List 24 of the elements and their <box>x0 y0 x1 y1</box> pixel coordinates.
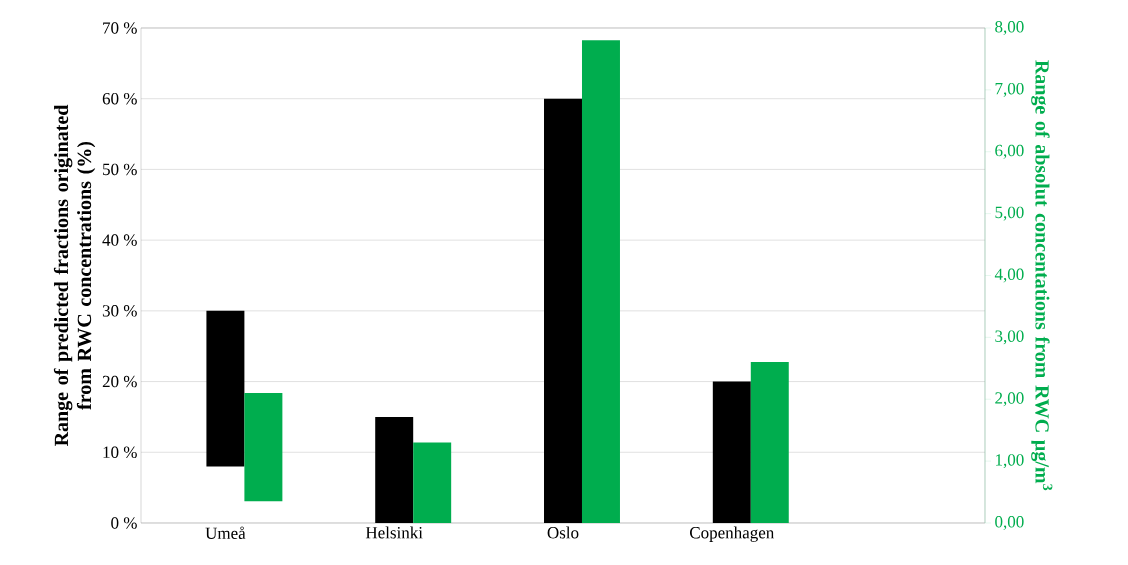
y2-tick-label: 8,00 <box>995 21 1024 35</box>
y-tick-label: 30 % <box>102 305 137 317</box>
x-tick-label: Umeå <box>205 526 246 539</box>
y2-axis-title: Range of absolut concentations from RWC µg/m$^{3}$ <box>1031 60 1053 491</box>
y2-tick-label: 5,00 <box>995 206 1024 221</box>
y2-tick-label: 3,00 <box>995 330 1024 345</box>
x-tick-label: Oslo <box>547 526 579 539</box>
x-tick-label: Copenhagen <box>690 526 775 542</box>
x-tick-label: Helsinki <box>365 526 423 539</box>
y2-tick-label: 1,00 <box>996 454 1024 469</box>
y-tick-label: 40 % <box>102 234 137 246</box>
y-tick-label: 10 % <box>103 446 137 459</box>
y2-tick-label: 4,00 <box>994 268 1024 283</box>
y-tick-label: 70 % <box>103 22 137 34</box>
y-axis-title: Range of predicted fractions originated from RWC concentrations (%) <box>53 104 96 447</box>
y2-tick-label: 2,00 <box>995 392 1024 407</box>
y-tick-label: 20 % <box>102 375 137 388</box>
y2-tick-label: 6,00 <box>995 144 1024 159</box>
y-tick-label: 60 % <box>102 92 137 105</box>
y2-tick-label: 7,00 <box>995 82 1024 97</box>
y-tick-label: 50 % <box>103 163 137 176</box>
y2-tick-label: 0,00 <box>995 516 1024 530</box>
y-tick-label: 0 % <box>111 517 137 529</box>
bar <box>206 310 245 467</box>
